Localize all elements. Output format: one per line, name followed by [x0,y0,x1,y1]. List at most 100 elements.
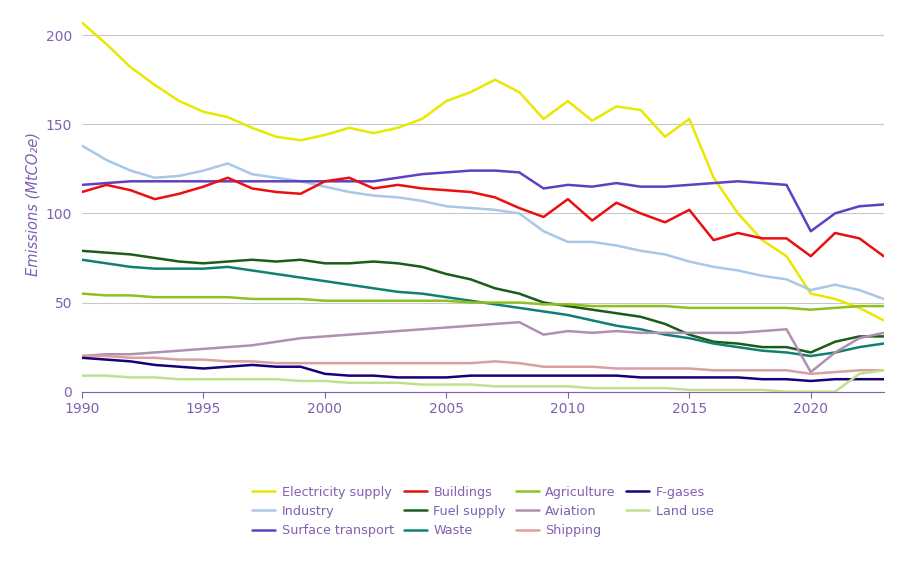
Waste [466,297,476,304]
Buildings [562,196,573,203]
Waste [343,281,354,288]
Surface transport [781,181,792,188]
Shipping [708,367,719,374]
F-gases [781,376,792,382]
Aviation [781,326,792,333]
Agriculture [441,297,452,304]
Industry [587,238,598,245]
Fuel supply [271,258,281,265]
Aviation [198,346,209,353]
Buildings [538,214,549,221]
Waste [635,326,646,333]
Aviation [466,322,476,329]
Aviation [343,331,354,338]
Land use [149,374,160,381]
Land use [732,386,743,393]
Electricity supply [416,115,427,122]
Aviation [684,329,695,336]
Shipping [125,354,136,361]
Fuel supply [101,249,112,256]
F-gases [320,370,331,377]
Industry [149,175,160,181]
Land use [708,386,719,393]
Line: Agriculture: Agriculture [82,294,884,310]
Fuel supply [149,255,160,262]
Electricity supply [611,103,622,110]
Aviation [247,342,258,349]
Shipping [878,367,889,374]
Fuel supply [538,299,549,306]
Aviation [295,335,306,342]
Shipping [489,358,500,365]
Agriculture [635,302,646,309]
Buildings [781,235,792,242]
Y-axis label: Emissions (MtCO₂e): Emissions (MtCO₂e) [26,132,40,276]
Land use [538,383,549,390]
Industry [805,287,816,294]
Fuel supply [489,285,500,291]
Aviation [854,335,865,342]
Electricity supply [247,124,258,131]
F-gases [708,374,719,381]
Electricity supply [757,237,768,244]
F-gases [368,372,379,379]
Waste [77,256,87,263]
Electricity supply [125,64,136,71]
Land use [174,376,185,382]
Industry [441,203,452,210]
F-gases [489,372,500,379]
F-gases [660,374,670,381]
Shipping [587,363,598,370]
Electricity supply [222,113,233,120]
Waste [125,263,136,270]
Land use [198,376,209,382]
Surface transport [198,178,209,185]
Agriculture [271,295,281,302]
Electricity supply [271,133,281,140]
Waste [174,265,185,272]
Surface transport [805,228,816,234]
F-gases [125,358,136,365]
Land use [222,376,233,382]
Industry [271,175,281,181]
Buildings [489,194,500,201]
Waste [247,267,258,274]
Shipping [538,363,549,370]
Surface transport [489,167,500,174]
F-gases [295,363,306,370]
Electricity supply [854,305,865,312]
Agriculture [393,297,404,304]
Land use [562,383,573,390]
Agriculture [684,305,695,312]
Surface transport [271,178,281,185]
Aviation [805,369,816,376]
Land use [466,381,476,388]
Shipping [416,359,427,366]
Agriculture [198,294,209,301]
Agriculture [805,306,816,313]
Aviation [830,349,841,356]
Land use [684,386,695,393]
Agriculture [514,299,525,306]
Electricity supply [635,107,646,113]
Agriculture [295,295,306,302]
Land use [781,388,792,395]
Aviation [125,351,136,358]
Surface transport [732,178,743,185]
Waste [684,335,695,342]
Surface transport [393,175,404,181]
F-gases [732,374,743,381]
F-gases [757,376,768,382]
Line: Electricity supply: Electricity supply [82,22,884,320]
Surface transport [514,169,525,176]
Buildings [101,181,112,188]
Buildings [635,210,646,217]
Electricity supply [684,115,695,122]
Shipping [732,367,743,374]
Land use [830,388,841,395]
Electricity supply [830,295,841,302]
Land use [101,372,112,379]
Fuel supply [635,313,646,320]
Shipping [174,356,185,363]
Land use [416,381,427,388]
